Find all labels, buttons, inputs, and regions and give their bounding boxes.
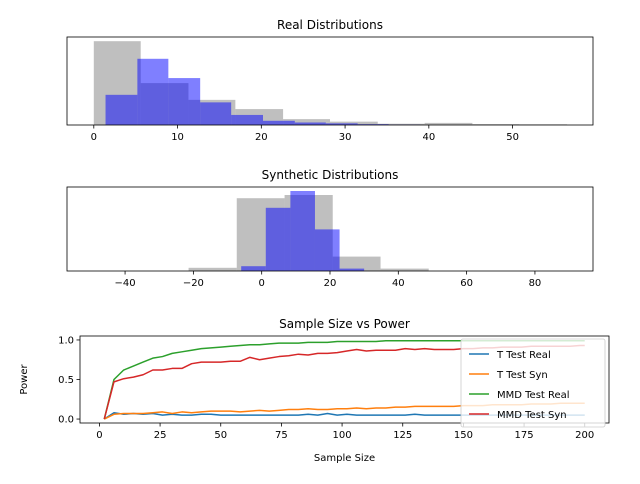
real-distributions-xtick-label-0: 0 (91, 132, 97, 143)
synthetic-distributions-xtick-label-3: 20 (324, 278, 337, 289)
synthetic-distributions-xtick-label-5: 60 (460, 278, 473, 289)
power-curve-ytick-label-0: 0.0 (58, 415, 74, 426)
power-curve-title: Sample Size vs Power (279, 317, 410, 331)
real-distributions-xtick-label-4: 40 (422, 132, 435, 143)
real-distributions-title: Real Distributions (277, 18, 383, 32)
synthetic-distributions-series-1-bar-3 (315, 229, 340, 271)
x-axis-label: Sample Size (314, 453, 375, 464)
real-distributions-series-1-bar-4 (231, 115, 263, 125)
legend: T Test Real T Test Syn MMD Test Real MMD Te… (461, 339, 605, 427)
power-curve-xtick-label-4: 100 (333, 430, 352, 441)
real-distributions-series-1-bar-3 (200, 102, 231, 125)
synthetic-distributions-xtick-label-2: 0 (259, 278, 265, 289)
legend-label-t-test-syn: T Test Syn (496, 370, 548, 381)
synthetic-distributions-xtick-label-1: −20 (183, 278, 204, 289)
synthetic-distributions-title: Synthetic Distributions (262, 168, 399, 182)
power-curve-xtick-label-1: 25 (154, 430, 167, 441)
synthetic-distributions-xtick-label-0: −40 (115, 278, 136, 289)
legend-label-mmd-test-real: MMD Test Real (497, 390, 570, 401)
synthetic-distributions-series-1-bar-0 (241, 266, 266, 271)
real-distributions-xtick-label-5: 50 (506, 132, 519, 143)
real-distributions-series-1-bar-5 (263, 121, 295, 125)
power-curve-xtick-label-8: 200 (575, 430, 594, 441)
real-distributions-series-1-bar-0 (106, 95, 138, 125)
real-distributions-series-1-bar-2 (168, 78, 200, 125)
synthetic-distributions-xtick-label-4: 40 (392, 278, 405, 289)
power-curve-xtick-label-7: 175 (515, 430, 534, 441)
power-curve-xtick-label-0: 0 (96, 430, 102, 441)
power-curve-ytick-label-2: 1.0 (58, 335, 74, 346)
real-distributions-xtick-label-2: 20 (255, 132, 268, 143)
power-curve-xtick-label-2: 50 (214, 430, 227, 441)
legend-label-t-test-real: T Test Real (496, 350, 551, 361)
power-curve-xtick-label-3: 75 (275, 430, 288, 441)
power-curve-xtick-label-5: 125 (393, 430, 412, 441)
real-distributions-xtick-label-1: 10 (171, 132, 184, 143)
power-curve-ytick-label-1: 0.5 (58, 375, 74, 386)
real-distributions-series-1-bar-1 (137, 59, 168, 125)
power-curve-xtick-label-6: 150 (454, 430, 473, 441)
real-distributions-xtick-label-3: 30 (339, 132, 352, 143)
synthetic-distributions-series-1-bar-1 (266, 208, 291, 271)
y-axis-label: Power (19, 363, 30, 394)
synthetic-distributions-xtick-label-6: 80 (529, 278, 542, 289)
synthetic-distributions-series-0-bar-0 (189, 268, 237, 271)
legend-label-mmd-test-syn: MMD Test Syn (497, 410, 567, 421)
synthetic-distributions-series-1-bar-2 (290, 191, 315, 271)
